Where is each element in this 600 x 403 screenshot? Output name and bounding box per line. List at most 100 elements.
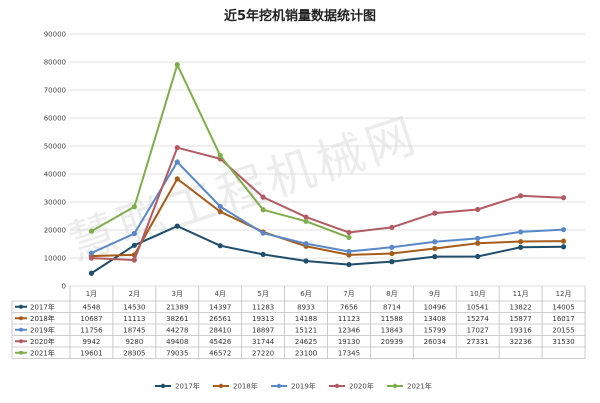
table-legend-marker bbox=[19, 316, 23, 321]
table-cell-value: 79035 bbox=[166, 349, 188, 357]
table-cell-value: 10496 bbox=[424, 303, 447, 311]
table-cell-value: 16017 bbox=[552, 315, 574, 323]
legend-label: 2021年 bbox=[407, 382, 432, 391]
table-cell-value: 31530 bbox=[552, 338, 574, 346]
x-tick-label: 12月 bbox=[556, 290, 572, 298]
table-cell-value: 44278 bbox=[166, 326, 188, 334]
data-point bbox=[518, 193, 524, 199]
data-point bbox=[303, 218, 309, 224]
table-legend-marker bbox=[19, 350, 23, 355]
x-tick-label: 2月 bbox=[129, 290, 140, 298]
series-line bbox=[91, 177, 564, 258]
data-point bbox=[389, 244, 395, 250]
chart-title: 近5年挖机销量数据统计图 bbox=[223, 9, 377, 24]
table-cell-value: 21389 bbox=[166, 303, 188, 311]
data-point bbox=[217, 209, 223, 215]
data-point bbox=[560, 244, 567, 250]
data-point bbox=[88, 270, 95, 276]
table-series-name: 2017年 bbox=[30, 302, 55, 311]
table-cell-value: 13408 bbox=[424, 315, 446, 323]
data-point bbox=[560, 195, 567, 201]
table-cell-value: 11283 bbox=[252, 303, 274, 311]
table-cell-value: 20155 bbox=[552, 326, 574, 334]
data-point bbox=[260, 230, 266, 236]
legend-label: 2018年 bbox=[233, 382, 258, 391]
data-point bbox=[303, 258, 309, 264]
data-point bbox=[518, 244, 524, 250]
data-point bbox=[475, 240, 481, 246]
table-series-name: 2020年 bbox=[30, 337, 55, 346]
table-cell-value: 4548 bbox=[83, 303, 101, 311]
data-point bbox=[217, 152, 223, 159]
data-point bbox=[432, 254, 438, 260]
table-cell-value: 7656 bbox=[340, 303, 358, 311]
table-cell-value: 27331 bbox=[467, 338, 489, 346]
table-cell-value: 13843 bbox=[381, 326, 403, 334]
table-cell-value: 11588 bbox=[381, 315, 403, 323]
table-series-name: 2018年 bbox=[30, 314, 55, 323]
table-cell-value: 23100 bbox=[295, 349, 317, 357]
data-point bbox=[174, 223, 180, 229]
x-tick-label: 7月 bbox=[343, 290, 354, 298]
series-line bbox=[91, 146, 564, 262]
x-tick-label: 3月 bbox=[172, 290, 183, 298]
table-cell-value: 45426 bbox=[209, 338, 232, 346]
data-point bbox=[560, 238, 567, 244]
legend-label: 2019年 bbox=[291, 382, 316, 391]
legend-marker bbox=[218, 383, 224, 389]
table-cell-value: 19316 bbox=[509, 326, 532, 334]
data-point bbox=[217, 203, 223, 210]
table-cell-value: 49408 bbox=[166, 338, 188, 346]
y-tick-label: 50000 bbox=[44, 143, 66, 151]
legend-marker bbox=[334, 383, 340, 389]
x-tick-label: 4月 bbox=[214, 290, 225, 298]
data-point bbox=[475, 253, 481, 260]
table-cell-value: 11113 bbox=[123, 315, 145, 323]
table-cell-value: 12346 bbox=[338, 326, 361, 334]
data-point bbox=[260, 207, 266, 213]
legend-marker bbox=[160, 383, 166, 389]
y-tick-label: 30000 bbox=[44, 199, 66, 207]
table-cell-value: 15121 bbox=[295, 326, 317, 334]
data-point bbox=[174, 159, 180, 165]
y-tick-label: 80000 bbox=[44, 59, 66, 67]
table-cell-value: 14397 bbox=[209, 303, 231, 311]
series-line bbox=[90, 225, 564, 275]
data-point bbox=[88, 250, 95, 256]
data-point bbox=[303, 241, 309, 247]
data-point bbox=[174, 145, 180, 151]
table-cell-value: 46572 bbox=[209, 349, 231, 357]
data-point bbox=[131, 242, 137, 248]
table-legend-marker bbox=[19, 304, 23, 309]
data-point bbox=[88, 228, 95, 234]
table-cell-value: 10541 bbox=[467, 303, 489, 311]
table-cell-value: 28305 bbox=[123, 349, 145, 357]
legend-marker bbox=[392, 383, 398, 389]
table-cell-value: 24625 bbox=[295, 338, 317, 346]
y-tick-label: 10000 bbox=[44, 255, 66, 263]
data-point bbox=[346, 229, 352, 236]
table-cell-value: 26034 bbox=[424, 338, 447, 346]
data-point bbox=[389, 250, 395, 257]
legend-label: 2020年 bbox=[349, 382, 374, 391]
data-point bbox=[260, 251, 266, 258]
data-point bbox=[303, 214, 309, 220]
legend-label: 2017年 bbox=[175, 382, 200, 391]
table-series-name: 2019年 bbox=[30, 325, 55, 334]
table-cell-value: 19313 bbox=[252, 315, 274, 323]
data-point bbox=[131, 257, 137, 263]
table-cell-value: 17345 bbox=[338, 349, 360, 357]
y-tick-label: 70000 bbox=[44, 87, 66, 95]
table-cell-value: 9942 bbox=[83, 338, 101, 346]
table-legend-marker bbox=[19, 339, 23, 344]
y-tick-label: 40000 bbox=[44, 171, 66, 179]
data-point bbox=[346, 234, 352, 241]
data-point bbox=[389, 224, 395, 230]
table-cell-value: 11756 bbox=[80, 326, 103, 334]
series-line bbox=[91, 160, 564, 254]
x-tick-label: 5月 bbox=[257, 290, 268, 298]
table-cell-value: 18897 bbox=[252, 326, 274, 334]
data-point bbox=[346, 248, 352, 255]
data-point bbox=[475, 235, 481, 241]
